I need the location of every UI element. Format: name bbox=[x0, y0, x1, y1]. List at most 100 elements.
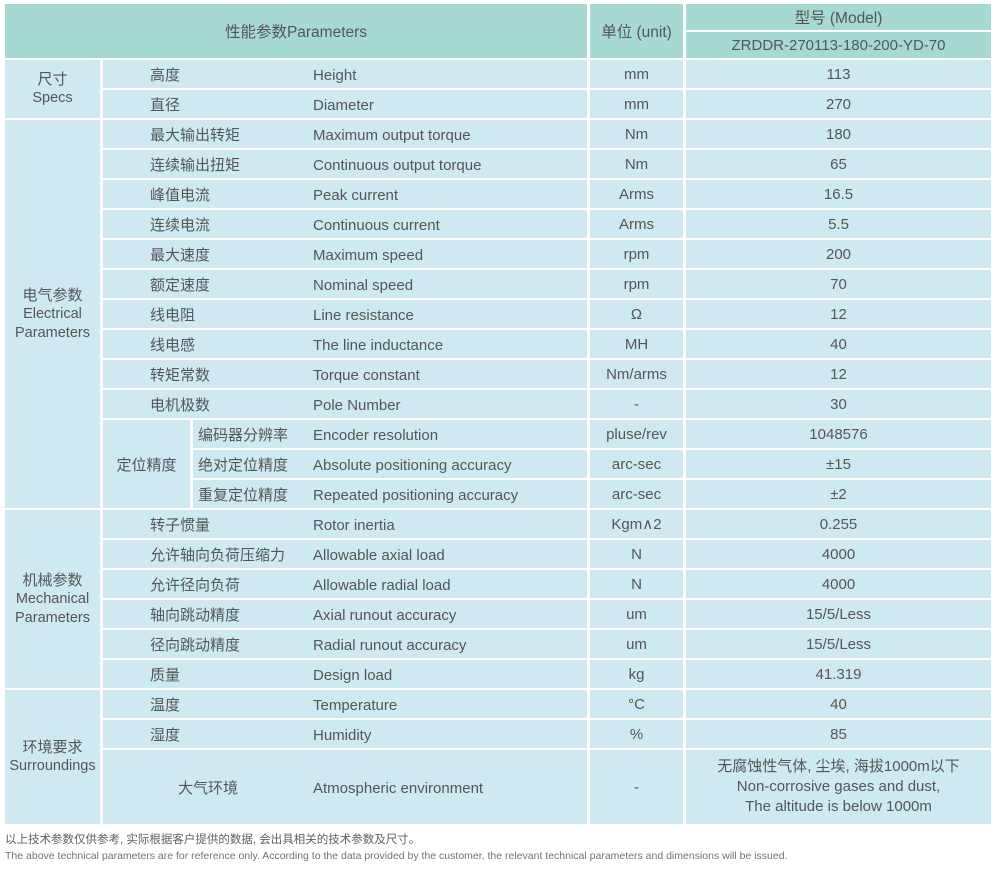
spec-row: 允许径向负荷 Allowable radial load N 4000 bbox=[5, 570, 991, 598]
label-en: Absolute positioning accuracy bbox=[313, 456, 512, 474]
spec-row: 轴向跳动精度 Axial runout accuracy um 15/5/Less bbox=[5, 600, 991, 628]
spec-row: 额定速度 Nominal speed rpm 70 bbox=[5, 270, 991, 298]
value-line-1: 无腐蚀性气体, 尘埃, 海拔1000m以下 bbox=[717, 758, 960, 775]
unit-cell: Arms bbox=[590, 210, 683, 238]
label-zh: 电机极数 bbox=[150, 396, 211, 414]
spec-row: 允许轴向负荷压缩力 Allowable axial load N 4000 bbox=[5, 540, 991, 568]
value-cell: 41.319 bbox=[686, 660, 991, 688]
spec-row: 连续输出扭矩 Continuous output torque Nm 65 bbox=[5, 150, 991, 178]
value-cell: ±2 bbox=[686, 480, 991, 508]
spec-row: 线电感 The line inductance MH 40 bbox=[5, 330, 991, 358]
label-cell: 允许径向负荷 Allowable radial load bbox=[103, 570, 587, 598]
label-zh: 绝对定位精度 bbox=[198, 456, 289, 474]
group-mechanical: 机械参数 Mechanical Parameters bbox=[5, 510, 100, 688]
label-en: Line resistance bbox=[313, 306, 414, 324]
label-zh: 温度 bbox=[150, 696, 181, 714]
label-en: Temperature bbox=[313, 696, 398, 714]
spec-row: 峰值电流 Peak current Arms 16.5 bbox=[5, 180, 991, 208]
label-zh: 峰值电流 bbox=[150, 186, 211, 204]
value-cell: 5.5 bbox=[686, 210, 991, 238]
label-cell: 最大输出转矩 Maximum output torque bbox=[103, 120, 587, 148]
group-electrical: 电气参数 Electrical Parameters bbox=[5, 120, 100, 508]
unit-cell: % bbox=[590, 720, 683, 748]
unit-cell: um bbox=[590, 600, 683, 628]
spec-row: 最大速度 Maximum speed rpm 200 bbox=[5, 240, 991, 268]
label-cell: 轴向跳动精度 Axial runout accuracy bbox=[103, 600, 587, 628]
header-model-value: ZRDDR-270113-180-200-YD-70 bbox=[686, 32, 991, 58]
header-row-1: 性能参数Parameters 单位 (unit) 型号 (Model) bbox=[5, 4, 991, 58]
label-zh: 高度 bbox=[150, 66, 181, 84]
unit-cell: Ω bbox=[590, 300, 683, 328]
label-cell: 直径 Diameter bbox=[103, 90, 587, 118]
unit-cell: Nm bbox=[590, 150, 683, 178]
unit-cell: rpm bbox=[590, 240, 683, 268]
value-cell: 65 bbox=[686, 150, 991, 178]
label-en: Atmospheric environment bbox=[313, 779, 484, 797]
label-cell: 连续电流 Continuous current bbox=[103, 210, 587, 238]
label-zh: 最大速度 bbox=[150, 246, 211, 264]
footnote-en: The above technical parameters are for r… bbox=[5, 850, 788, 862]
unit-cell: um bbox=[590, 630, 683, 658]
label-cell: 湿度 Humidity bbox=[103, 720, 587, 748]
unit-cell: pluse/rev bbox=[590, 420, 683, 448]
unit-cell: Nm bbox=[590, 120, 683, 148]
value-line-2: Non-corrosive gases and dust, bbox=[736, 778, 941, 795]
spec-table: 性能参数Parameters 单位 (unit) 型号 (Model) ZRDD… bbox=[2, 2, 994, 826]
spec-row: 直径 Diameter mm 270 bbox=[5, 90, 991, 118]
group-label-en: Electrical Parameters bbox=[15, 305, 90, 341]
label-cell: 峰值电流 Peak current bbox=[103, 180, 587, 208]
unit-cell: arc-sec bbox=[590, 480, 683, 508]
label-en: Axial runout accuracy bbox=[313, 606, 457, 624]
unit-cell: kg bbox=[590, 660, 683, 688]
label-en: Nominal speed bbox=[313, 276, 414, 294]
value-cell: 15/5/Less bbox=[686, 600, 991, 628]
footnote: 以上技术参数仅供参考, 实际根据客户提供的数据, 会出具相关的技术参数及尺寸。 … bbox=[5, 831, 996, 862]
unit-cell: Arms bbox=[590, 180, 683, 208]
label-cell: 径向跳动精度 Radial runout accuracy bbox=[103, 630, 587, 658]
spec-row: 环境要求 Surroundings 温度 Temperature °C 40 bbox=[5, 690, 991, 824]
value-cell: 15/5/Less bbox=[686, 630, 991, 658]
unit-cell: N bbox=[590, 570, 683, 598]
value-cell: 113 bbox=[686, 60, 991, 88]
label-cell: 额定速度 Nominal speed bbox=[103, 270, 587, 298]
label-cell: 高度 Height bbox=[103, 60, 587, 88]
label-en: Design load bbox=[313, 666, 393, 684]
header-parameters: 性能参数Parameters bbox=[5, 4, 587, 58]
label-zh: 编码器分辨率 bbox=[198, 426, 289, 444]
value-cell: 4000 bbox=[686, 540, 991, 568]
value-cell: 16.5 bbox=[686, 180, 991, 208]
label-en: Peak current bbox=[313, 186, 399, 204]
value-cell: 70 bbox=[686, 270, 991, 298]
value-cell: 0.255 bbox=[686, 510, 991, 538]
group-label-en: Specs bbox=[32, 90, 73, 106]
header-row-2: ZRDDR-270113-180-200-YD-70 bbox=[5, 32, 991, 58]
label-cell: 转矩常数 Torque constant bbox=[103, 360, 587, 388]
label-zh: 最大输出转矩 bbox=[150, 126, 241, 144]
unit-cell: mm bbox=[590, 90, 683, 118]
label-cell: 温度 Temperature bbox=[103, 690, 587, 718]
spec-row: 连续电流 Continuous current Arms 5.5 bbox=[5, 210, 991, 238]
label-zh: 直径 bbox=[150, 96, 181, 114]
label-en: Continuous current bbox=[313, 216, 440, 234]
unit-cell: Kgm∧2 bbox=[590, 510, 683, 538]
value-cell: 180 bbox=[686, 120, 991, 148]
label-zh: 湿度 bbox=[150, 726, 181, 744]
unit-cell: N bbox=[590, 540, 683, 568]
label-cell: 线电感 The line inductance bbox=[103, 330, 587, 358]
value-cell: 200 bbox=[686, 240, 991, 268]
label-en: Radial runout accuracy bbox=[313, 636, 467, 654]
unit-cell: rpm bbox=[590, 270, 683, 298]
label-en: The line inductance bbox=[313, 336, 444, 354]
header-model: 型号 (Model) bbox=[686, 4, 991, 30]
label-zh: 转子惯量 bbox=[150, 516, 211, 534]
spec-row: 绝对定位精度 Absolute positioning accuracy arc-… bbox=[5, 450, 991, 478]
label-cell: 质量 Design load bbox=[103, 660, 587, 688]
label-en: Pole Number bbox=[313, 396, 401, 414]
label-cell: 连续输出扭矩 Continuous output torque bbox=[103, 150, 587, 178]
value-cell: 85 bbox=[686, 720, 991, 748]
label-zh: 转矩常数 bbox=[150, 366, 211, 384]
spec-row: 电气参数 Electrical Parameters 最大输出转矩 Maximum… bbox=[5, 120, 991, 508]
value-cell: 40 bbox=[686, 330, 991, 358]
value-cell: 4000 bbox=[686, 570, 991, 598]
